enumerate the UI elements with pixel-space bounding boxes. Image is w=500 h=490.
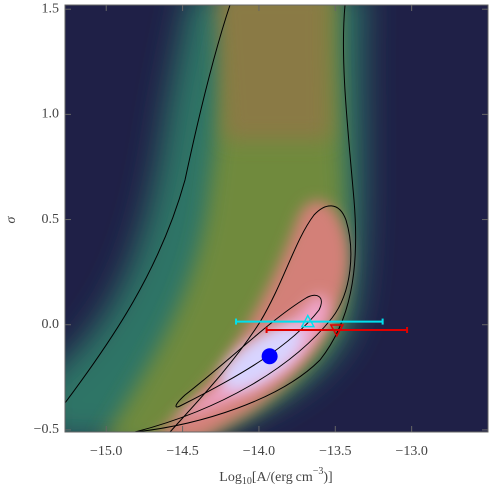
y-tick-label: 0.5	[42, 212, 60, 227]
y-tick-label: 0.0	[42, 317, 60, 332]
point-marker	[300, 314, 316, 328]
x-axis-label: Log10[A/(erg cm−3)]	[219, 466, 332, 487]
x-tick-label: −13.0	[395, 444, 427, 459]
x-tick-label: −14.5	[166, 444, 198, 459]
x-tick-label: −14.0	[243, 444, 275, 459]
y-tick-label: −0.5	[34, 422, 59, 437]
y-tick-label: 1.5	[42, 1, 60, 16]
y-axis-label: σ	[4, 215, 19, 223]
x-tick-label: −13.5	[319, 444, 351, 459]
plot-frame	[64, 4, 489, 433]
point-marker	[329, 324, 345, 338]
marks	[235, 314, 409, 365]
y-tick-label: 1.0	[42, 107, 60, 122]
density-field	[65, 5, 488, 432]
x-tick-label: −15.0	[90, 444, 122, 459]
point-marker	[261, 348, 278, 365]
